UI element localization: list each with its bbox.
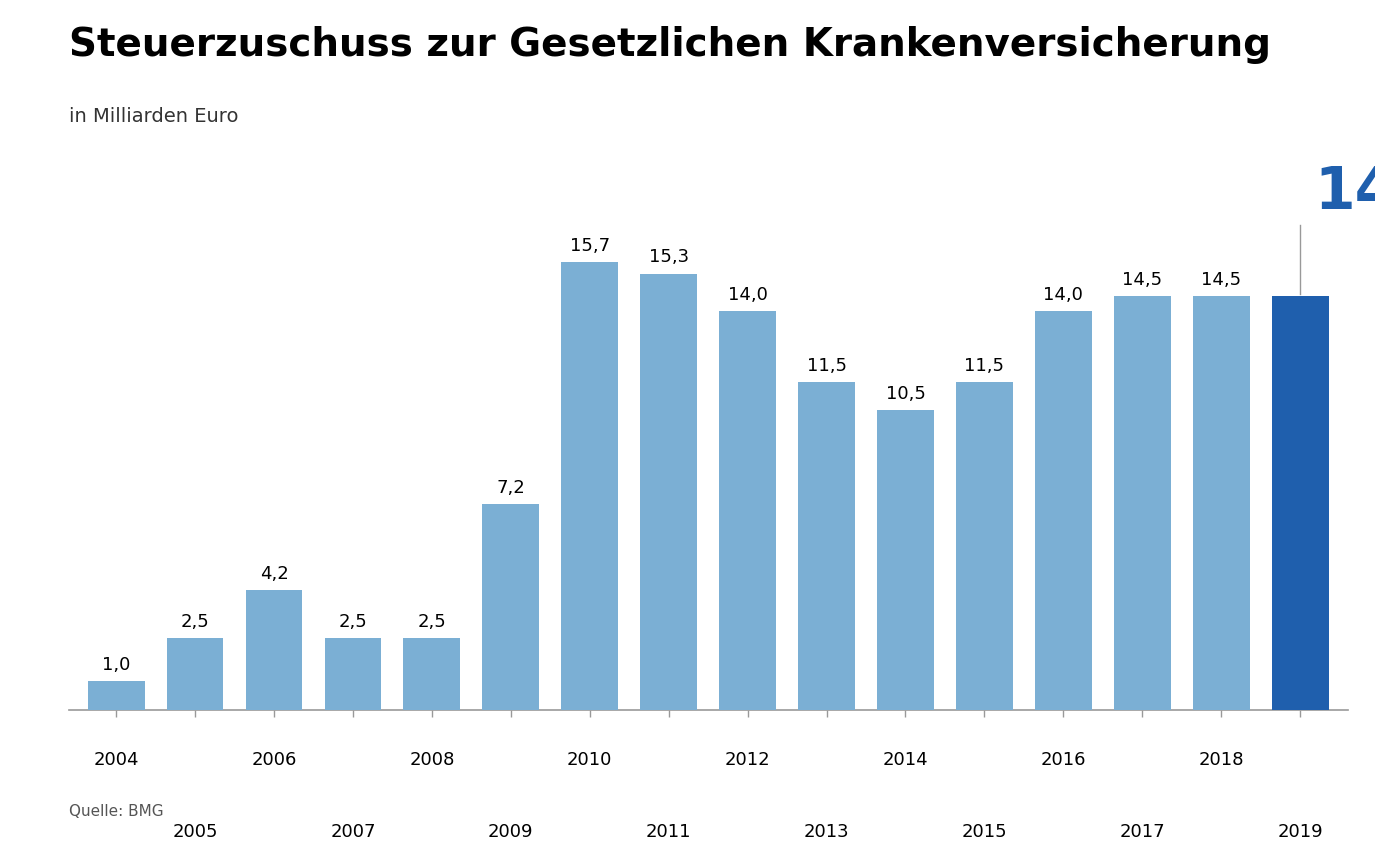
Bar bbox=[483, 504, 539, 710]
Text: 15,7: 15,7 bbox=[569, 237, 609, 255]
Text: 2009: 2009 bbox=[488, 823, 534, 840]
Text: 2010: 2010 bbox=[566, 751, 612, 769]
Text: 2008: 2008 bbox=[410, 751, 455, 769]
Text: 2011: 2011 bbox=[646, 823, 692, 840]
Text: 4,2: 4,2 bbox=[260, 565, 289, 583]
Text: 2,5: 2,5 bbox=[338, 613, 367, 631]
Text: 2017: 2017 bbox=[1119, 823, 1165, 840]
Text: 7,2: 7,2 bbox=[496, 480, 525, 498]
Bar bbox=[956, 382, 1013, 710]
Bar bbox=[798, 382, 855, 710]
Text: 1,0: 1,0 bbox=[102, 656, 131, 674]
Bar bbox=[246, 590, 302, 710]
Bar bbox=[561, 262, 619, 710]
Text: 15,3: 15,3 bbox=[649, 249, 689, 267]
Bar bbox=[403, 639, 461, 710]
Bar bbox=[324, 639, 381, 710]
Bar bbox=[877, 410, 934, 710]
Text: 2,5: 2,5 bbox=[418, 613, 447, 631]
Bar bbox=[641, 274, 697, 710]
Text: 2,5: 2,5 bbox=[180, 613, 209, 631]
Text: 2005: 2005 bbox=[172, 823, 217, 840]
Text: 2013: 2013 bbox=[804, 823, 850, 840]
Text: 14,0: 14,0 bbox=[1044, 286, 1084, 304]
Bar bbox=[719, 310, 775, 710]
Text: 14,5: 14,5 bbox=[1202, 271, 1242, 289]
Text: 14,0: 14,0 bbox=[727, 286, 767, 304]
Text: 11,5: 11,5 bbox=[964, 357, 1004, 374]
Text: 2004: 2004 bbox=[94, 751, 139, 769]
Text: Quelle: BMG: Quelle: BMG bbox=[69, 804, 164, 819]
Text: 14,5: 14,5 bbox=[1314, 164, 1375, 221]
Text: 11,5: 11,5 bbox=[807, 357, 847, 374]
Bar bbox=[1035, 310, 1092, 710]
Text: 10,5: 10,5 bbox=[886, 386, 925, 404]
Text: 2006: 2006 bbox=[252, 751, 297, 769]
Text: 2019: 2019 bbox=[1277, 823, 1323, 840]
Bar bbox=[88, 681, 144, 710]
Bar bbox=[1272, 297, 1328, 710]
Bar bbox=[166, 639, 224, 710]
Text: 2015: 2015 bbox=[961, 823, 1008, 840]
Text: 2018: 2018 bbox=[1199, 751, 1244, 769]
Text: 2007: 2007 bbox=[330, 823, 375, 840]
Text: 2016: 2016 bbox=[1041, 751, 1086, 769]
Text: 2012: 2012 bbox=[725, 751, 770, 769]
Text: Steuerzuschuss zur Gesetzlichen Krankenversicherung: Steuerzuschuss zur Gesetzlichen Krankenv… bbox=[69, 26, 1270, 63]
Text: in Milliarden Euro: in Milliarden Euro bbox=[69, 107, 238, 126]
Text: 2014: 2014 bbox=[883, 751, 928, 769]
Bar bbox=[1192, 297, 1250, 710]
Bar bbox=[1114, 297, 1170, 710]
Text: 14,5: 14,5 bbox=[1122, 271, 1162, 289]
